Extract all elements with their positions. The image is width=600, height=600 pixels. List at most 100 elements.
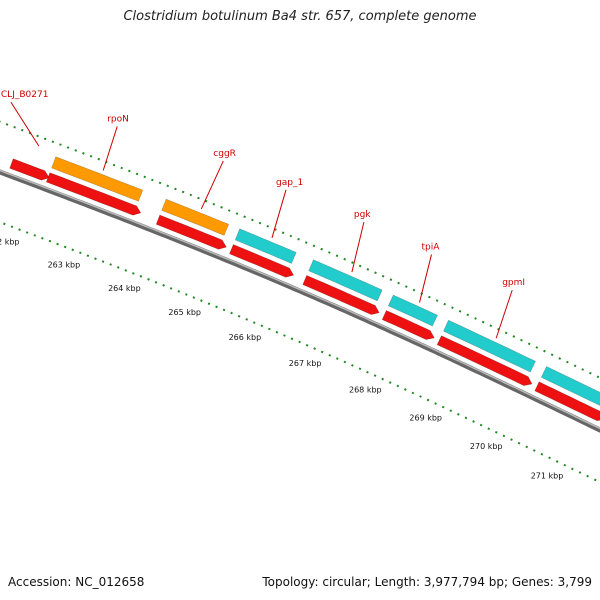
inner-tick bbox=[3, 222, 6, 226]
inner-tick bbox=[517, 441, 521, 445]
axis-tick-label: 269 kbp bbox=[409, 414, 442, 423]
inner-tick bbox=[449, 409, 453, 413]
outer-tick bbox=[13, 126, 16, 129]
inner-tick bbox=[283, 334, 286, 337]
cog-block-gene-7[interactable] bbox=[540, 366, 600, 408]
gene-label-gpmI[interactable]: gpmI bbox=[502, 278, 525, 288]
cog-block-gpmI[interactable] bbox=[443, 319, 536, 373]
inner-tick bbox=[298, 340, 301, 344]
cds-arrow-gpmI[interactable] bbox=[436, 335, 533, 386]
backbone-line bbox=[0, 169, 600, 433]
inner-tick bbox=[56, 242, 59, 246]
cds-arrow-pgk[interactable] bbox=[302, 275, 380, 315]
inner-tick bbox=[192, 296, 196, 299]
inner-tick bbox=[275, 330, 279, 334]
outer-tick bbox=[181, 190, 185, 194]
inner-tick bbox=[419, 395, 422, 398]
inner-tick bbox=[525, 445, 529, 449]
outer-tick bbox=[43, 137, 47, 141]
outer-tick bbox=[312, 244, 316, 248]
inner-tick bbox=[94, 257, 97, 260]
gene-label-gap_1[interactable]: gap_1 bbox=[276, 178, 303, 188]
inner-tick bbox=[328, 353, 332, 357]
inner-tick bbox=[388, 381, 392, 384]
outer-tick bbox=[566, 360, 569, 364]
inner-tick bbox=[434, 402, 437, 405]
inner-tick bbox=[169, 287, 173, 290]
inner-tick bbox=[472, 420, 475, 423]
axis-tick-label: 270 kbp bbox=[470, 442, 503, 451]
outer-tick bbox=[558, 357, 562, 360]
outer-tick bbox=[527, 342, 531, 346]
cds-arrow-gap_1[interactable] bbox=[229, 244, 295, 278]
cog-block-pgk[interactable] bbox=[308, 259, 383, 302]
outer-tick bbox=[166, 184, 170, 188]
cds-arrow-tpiA[interactable] bbox=[381, 310, 435, 340]
inner-tick bbox=[540, 452, 544, 456]
axis-tick-label: 263 kbp bbox=[48, 261, 81, 270]
outer-tick bbox=[581, 368, 585, 371]
cds-arrow-CLJ_B0271[interactable] bbox=[9, 158, 50, 181]
genome-summary-text: Topology: circular; Length: 3,977,794 bp… bbox=[262, 575, 592, 589]
axis-tick-label: 262 kbp bbox=[0, 238, 20, 247]
axis-tick-label: 267 kbp bbox=[289, 359, 322, 368]
inner-tick bbox=[563, 463, 567, 467]
cog-block-tpiA[interactable] bbox=[387, 294, 438, 327]
outer-tick bbox=[258, 221, 262, 225]
inner-tick bbox=[343, 360, 347, 364]
inner-tick bbox=[578, 471, 582, 474]
outer-tick bbox=[512, 335, 516, 338]
axis-tick-label: 264 kbp bbox=[108, 284, 141, 293]
cds-arrow-cggR[interactable] bbox=[155, 214, 227, 250]
inner-tick bbox=[162, 284, 165, 287]
outer-tick bbox=[20, 128, 24, 132]
cog-block-cggR[interactable] bbox=[161, 198, 230, 236]
inner-tick bbox=[396, 384, 400, 388]
outer-tick bbox=[458, 309, 462, 313]
inner-tick bbox=[411, 391, 415, 395]
outer-tick bbox=[212, 202, 216, 206]
gene-label-pgk[interactable]: pgk bbox=[354, 210, 371, 220]
cog-block-rpoN[interactable] bbox=[51, 156, 144, 202]
inner-tick bbox=[571, 467, 574, 471]
cog-block-gap_1[interactable] bbox=[234, 228, 297, 264]
inner-tick bbox=[381, 377, 384, 381]
outer-tick bbox=[120, 166, 124, 170]
outer-tick bbox=[481, 320, 485, 324]
outer-tick bbox=[36, 134, 39, 138]
gene-label-rpoN[interactable]: rpoN bbox=[107, 115, 129, 125]
outer-tick bbox=[589, 371, 592, 375]
inner-tick bbox=[222, 308, 226, 312]
outer-tick bbox=[543, 349, 546, 353]
outer-tick bbox=[235, 212, 239, 215]
outer-tick bbox=[243, 215, 246, 219]
outer-tick bbox=[535, 346, 539, 349]
gene-label-tpiA[interactable]: tpiA bbox=[422, 243, 441, 253]
backbone-highlight bbox=[0, 169, 600, 430]
gene-label-leader bbox=[419, 254, 432, 303]
inner-tick bbox=[18, 228, 21, 231]
outer-tick bbox=[466, 313, 470, 317]
outer-tick bbox=[51, 140, 55, 144]
outer-tick bbox=[320, 247, 323, 251]
inner-tick bbox=[351, 364, 354, 367]
inner-tick bbox=[457, 412, 460, 416]
outer-tick bbox=[128, 169, 131, 173]
outer-tick bbox=[351, 261, 354, 264]
inner-tick bbox=[41, 236, 44, 240]
outer-tick bbox=[343, 257, 347, 261]
inner-tick bbox=[305, 343, 309, 347]
cds-arrow-rpoN[interactable] bbox=[45, 172, 142, 216]
outer-tick bbox=[474, 317, 477, 320]
gene-label-CLJ_B0271[interactable]: CLJ_B0271 bbox=[1, 90, 49, 100]
inner-tick bbox=[86, 254, 90, 258]
gene-label-leader bbox=[351, 221, 365, 273]
cds-arrow-gene-7[interactable] bbox=[534, 381, 600, 422]
outer-tick bbox=[197, 196, 200, 200]
outer-tick bbox=[428, 295, 431, 299]
inner-tick bbox=[494, 430, 498, 434]
outer-tick bbox=[74, 149, 78, 152]
gene-label-cggR[interactable]: cggR bbox=[213, 149, 236, 159]
inner-tick bbox=[245, 318, 249, 321]
inner-tick bbox=[177, 290, 181, 293]
